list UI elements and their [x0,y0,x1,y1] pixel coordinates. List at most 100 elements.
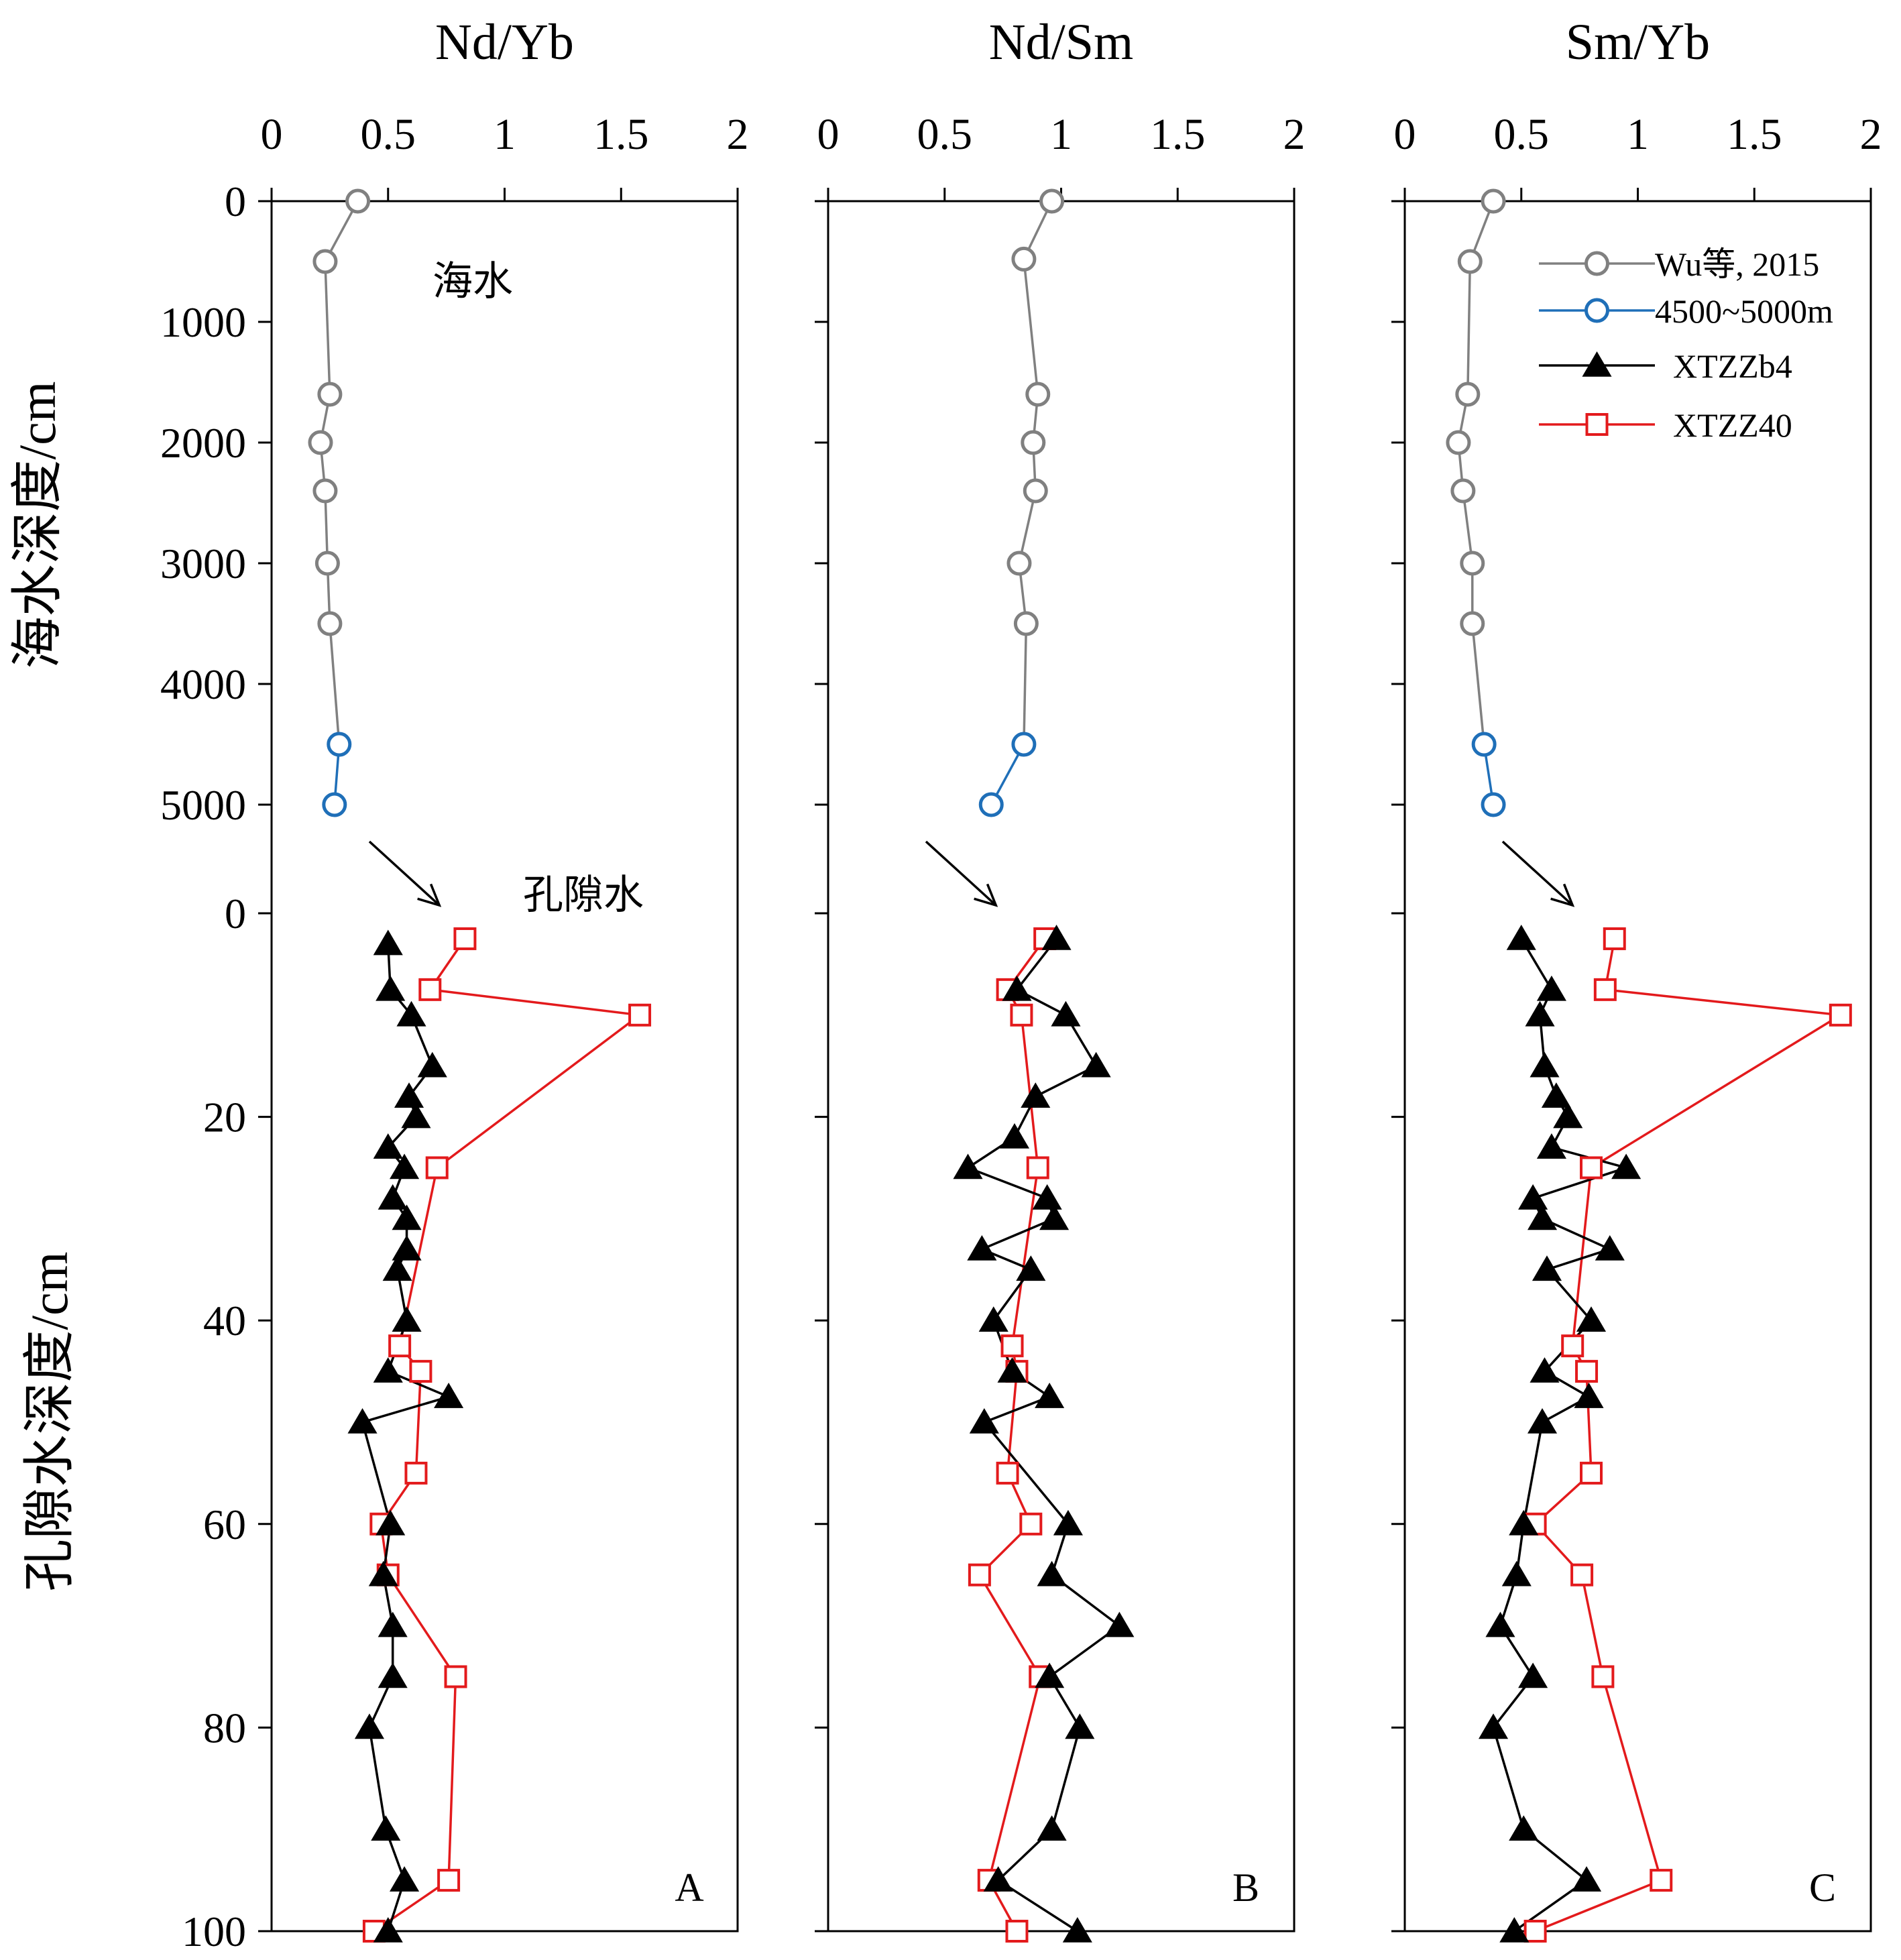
xtzz40-point [418,978,442,1001]
x-tick-label: 2 [727,110,749,159]
xtzzb4-point [1035,1662,1065,1688]
xtzzb4-point [1509,1815,1539,1841]
arrow-head [1550,883,1575,907]
xtzz40-point [1523,1920,1547,1943]
xtzzb4-point [1499,1917,1530,1943]
legend: Wu等, 2015 4500~5000m XTZZb4 XTZZ40 [1539,245,1833,444]
seawater-point-gray [1006,551,1032,576]
y-axis-label-seawater: 海水深度/cm [8,382,66,669]
xtzzb4-point [1595,1234,1625,1261]
panel-c: Sm/Yb 0 0.5 1 1.5 2 C Wu等, 2015 4500~5000m XTZZb4… [1391,14,1882,1943]
seawater-point-gray [1481,188,1506,214]
y-tick-label-porewater: 0 [225,890,246,937]
xtzzb4-point [1037,1815,1067,1841]
seawater-point-gray [1457,249,1483,274]
seawater-point-gray [1013,611,1039,636]
x-tick-label: 1.5 [593,110,649,159]
seawater-point-blue [1011,732,1037,757]
seawater-point-gray [1450,478,1476,504]
xtzz40-point [1580,1156,1603,1179]
seawater-point-gray [317,382,343,407]
seawater-point-gray [312,478,338,504]
xtzz40-point [1580,1461,1603,1485]
xtzzb4-point [376,1509,406,1536]
legend-marker [1585,251,1609,276]
seawater-point-blue [1481,792,1506,817]
arrow-shaft [925,840,997,907]
xtzzb4-point [401,1102,431,1129]
xtzzb4-point [368,1560,398,1587]
xtzzb4-line [1492,938,1631,1933]
seawater-point-gray [1460,611,1485,636]
porewater-annotation: 孔隙水 [523,873,644,917]
seawater-point-blue [978,792,1004,817]
seawater-point-gray [308,430,333,455]
xtzz40-point [1650,1869,1673,1892]
xtzzb4-point [373,1357,403,1383]
xtzz40-point [1005,1920,1029,1943]
seawater-line-gray [319,200,359,745]
xtzzb4-point [1532,1255,1562,1281]
xtzz40-point [444,1665,467,1688]
panel-title: Sm/Yb [1566,14,1710,70]
seawater-line-gray [1457,200,1495,745]
xtzzb4-point [1501,1560,1532,1587]
xtzzb4-point [1037,1560,1067,1587]
seawater-point-blue [1471,732,1497,757]
xtzzb4-point [1530,1051,1560,1078]
seawater-point-blue [322,792,347,817]
xtzzb4-point [390,1866,420,1892]
y-tick-label-porewater: 40 [203,1297,246,1344]
xtzzb4-point [1518,1184,1548,1210]
legend-marker [1585,298,1609,323]
y-axis-label-porewater: 孔隙水深度/cm [20,1252,78,1592]
seawater-point-gray [1025,382,1051,407]
xtzz40-point [1019,1512,1043,1536]
xtzz40-point [628,1003,652,1027]
y-tick-label-seawater: 1000 [160,298,246,346]
xtzzb4-point [1536,975,1566,1001]
seawater-annotation: 海水 [433,260,513,304]
seawater-point-gray [317,611,343,636]
xtzzb4-point [1021,1082,1051,1108]
xtzzb4-point [999,1122,1030,1149]
xtzzb4-point [1039,1204,1070,1230]
xtzzb4-point [373,929,403,956]
xtzzb4-point [1104,1611,1135,1637]
x-tick-label: 1.5 [1727,110,1782,159]
plot-frame [1403,200,1872,1933]
xtzzb4-point [983,1866,1013,1892]
xtzz40-point [409,1360,433,1383]
panel-b: Nd/Sm 0 0.5 1 1.5 2 B [815,14,1306,1943]
xtzzb4-point [1525,1000,1555,1027]
xtzzb4-point [1527,1204,1558,1230]
panel-title: Nd/Sm [989,14,1133,70]
xtzzb4-point [1518,1662,1548,1688]
xtzzb4-point [1536,1133,1566,1159]
arrow-head [417,883,442,907]
xtzzb4-point [1081,1051,1111,1078]
x-tick-label: 1 [1050,110,1072,159]
xtzzb4-point [382,1255,412,1281]
xtzz40-point [388,1334,412,1358]
xtzz40-point [1000,1334,1024,1358]
xtzzb4-point [1032,1184,1062,1210]
seawater-point-gray [312,249,338,274]
plot-frame [827,200,1295,1933]
xtzz40-point [1593,978,1617,1001]
xtzzb4-point [417,1051,447,1078]
xtzzb4-point [1479,1713,1509,1739]
xtzzb4-point [953,1153,983,1179]
seawater-point-gray [1039,188,1065,214]
panel-title: Nd/Yb [435,14,574,70]
legend-marker [1585,413,1609,436]
xtzzb4-point [1530,1357,1560,1383]
seawater-point-gray [345,188,371,214]
xtzzb4-point [1062,1917,1092,1943]
xtzz40-point [437,1869,461,1892]
xtzz40-point [453,927,477,950]
xtzzb4-point [1509,1509,1539,1536]
xtzzb4-point [1611,1153,1641,1179]
xtzzb4-point [373,1917,403,1943]
